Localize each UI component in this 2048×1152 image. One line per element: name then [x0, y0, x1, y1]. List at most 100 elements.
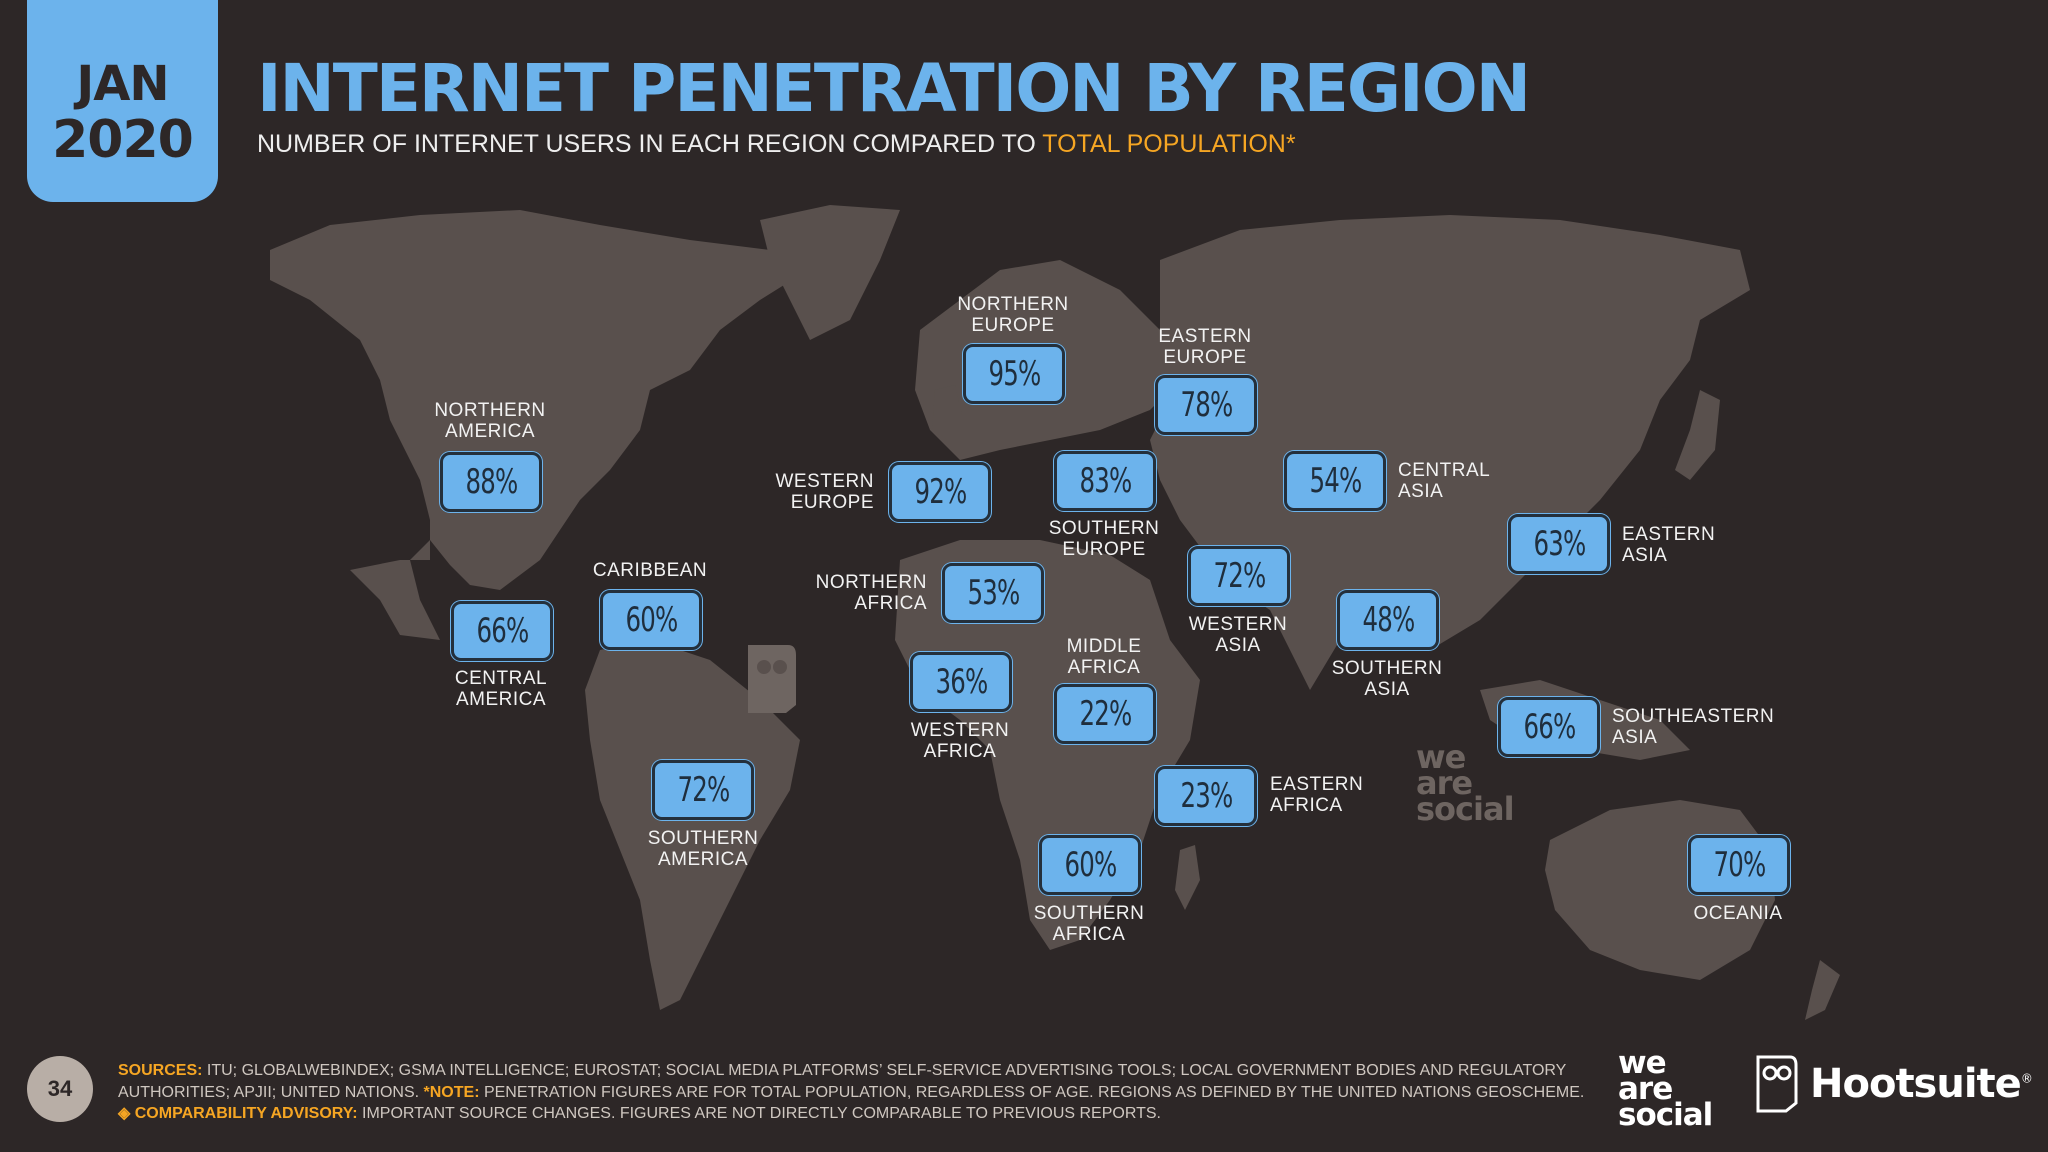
- value-northern-europe: 95%: [987, 354, 1041, 394]
- label-western-europe: WESTERN EUROPE: [775, 471, 874, 513]
- watermark-are: are: [1416, 764, 1473, 802]
- footer-line-3: ◈ COMPARABILITY ADVISORY: IMPORTANT SOUR…: [118, 1103, 1558, 1125]
- page-number: 34: [27, 1056, 93, 1122]
- hootsuite-owl-icon: [1756, 1055, 1798, 1113]
- label-western-asia: WESTERN ASIA: [1188, 614, 1288, 656]
- label-eastern-asia: EASTERN ASIA: [1622, 524, 1716, 566]
- label-northern-africa: NORTHERN AFRICA: [815, 572, 927, 614]
- footer-line-1: SOURCES: ITU; GLOBALWEBINDEX; GSMA INTEL…: [118, 1060, 1566, 1082]
- date-month: JAN: [76, 56, 169, 112]
- value-eastern-asia: 63%: [1532, 524, 1586, 564]
- value-northern-africa: 53%: [966, 573, 1020, 613]
- value-box-southern-europe: 83%: [1054, 451, 1156, 511]
- value-southern-america: 72%: [676, 770, 730, 810]
- value-box-northern-europe: 95%: [963, 344, 1065, 404]
- value-box-oceania: 70%: [1688, 835, 1790, 895]
- landmass-north-america: [270, 210, 800, 640]
- value-western-asia: 72%: [1212, 556, 1266, 596]
- note-label: *NOTE:: [423, 1083, 480, 1101]
- logo-social: social: [1618, 1097, 1713, 1133]
- page-title: INTERNET PENETRATION BY REGION: [257, 50, 1531, 127]
- label-western-africa: WESTERN AFRICA: [910, 720, 1010, 762]
- landmass-asia: [1150, 215, 1750, 690]
- landmass-new-zealand: [1805, 960, 1840, 1020]
- value-caribbean: 60%: [624, 600, 678, 640]
- value-southeastern-asia: 66%: [1522, 707, 1576, 747]
- value-middle-africa: 22%: [1078, 694, 1132, 734]
- sources-label: SOURCES:: [118, 1062, 203, 1079]
- value-southern-africa: 60%: [1063, 845, 1117, 885]
- landmass-japan: [1675, 390, 1720, 480]
- value-box-caribbean: 60%: [600, 590, 702, 650]
- value-box-northern-america: 88%: [440, 452, 542, 512]
- watermark-we: we: [1416, 738, 1466, 776]
- landmass-greenland: [760, 205, 900, 340]
- label-southern-america: SOUTHERN AMERICA: [647, 828, 759, 870]
- sources-text-2: AUTHORITIES; APJII; UNITED NATIONS.: [118, 1083, 424, 1101]
- landmass-madagascar: [1175, 845, 1200, 910]
- note-text: PENETRATION FIGURES ARE FOR TOTAL POPULA…: [479, 1083, 1585, 1101]
- hootsuite-text: Hootsuite: [1810, 1061, 2022, 1107]
- value-box-southern-africa: 60%: [1039, 835, 1141, 895]
- label-oceania: OCEANIA: [1693, 903, 1783, 924]
- value-eastern-europe: 78%: [1179, 385, 1233, 425]
- value-central-america: 66%: [475, 611, 529, 651]
- label-southern-europe: SOUTHERN EUROPE: [1048, 518, 1160, 560]
- label-eastern-europe: EASTERN EUROPE: [1158, 326, 1252, 368]
- subtitle-main: NUMBER OF INTERNET USERS IN EACH REGION …: [257, 130, 1043, 158]
- value-box-middle-africa: 22%: [1054, 684, 1156, 744]
- label-central-asia: CENTRAL ASIA: [1398, 460, 1491, 502]
- footer-sources: SOURCES: ITU; GLOBALWEBINDEX; GSMA INTEL…: [118, 1060, 1584, 1125]
- logo-we: we: [1618, 1045, 1667, 1081]
- value-central-asia: 54%: [1308, 461, 1362, 501]
- sources-text: ITU; GLOBALWEBINDEX; GSMA INTELLIGENCE; …: [202, 1062, 1567, 1079]
- value-western-africa: 36%: [934, 662, 988, 702]
- value-box-southern-asia: 48%: [1337, 590, 1439, 650]
- subtitle-highlight: TOTAL POPULATION: [1042, 130, 1286, 158]
- label-southeastern-asia: SOUTHEASTERN ASIA: [1612, 706, 1775, 748]
- subtitle-mark: *: [1285, 130, 1296, 158]
- we-are-social-logo: we are social: [1618, 1045, 1713, 1133]
- hootsuite-logo: Hootsuite®: [1756, 1055, 2033, 1113]
- value-southern-europe: 83%: [1078, 461, 1132, 501]
- value-northern-america: 88%: [464, 462, 518, 502]
- label-middle-africa: MIDDLE AFRICA: [1066, 636, 1142, 678]
- value-box-southeastern-asia: 66%: [1498, 697, 1600, 757]
- value-box-western-africa: 36%: [910, 652, 1012, 712]
- registered-mark: ®: [2020, 1071, 2033, 1086]
- value-western-europe: 92%: [913, 472, 967, 512]
- value-box-western-asia: 72%: [1188, 546, 1290, 606]
- landmass-uk: [932, 385, 962, 440]
- we-are-social-map-watermark: we are social: [1416, 738, 1515, 828]
- advisory-label: ◈ COMPARABILITY ADVISORY:: [118, 1105, 358, 1122]
- label-caribbean: CARIBBEAN: [592, 560, 708, 581]
- value-box-central-asia: 54%: [1284, 451, 1386, 511]
- value-box-central-america: 66%: [451, 601, 553, 661]
- date-year: 2020: [52, 110, 194, 170]
- value-eastern-africa: 23%: [1179, 776, 1233, 816]
- value-box-eastern-europe: 78%: [1155, 375, 1257, 435]
- label-eastern-africa: EASTERN AFRICA: [1270, 774, 1364, 816]
- landmass-south-america: [585, 640, 800, 1010]
- value-box-eastern-asia: 63%: [1508, 514, 1610, 574]
- value-southern-asia: 48%: [1361, 600, 1415, 640]
- hootsuite-wordmark: Hootsuite®: [1810, 1061, 2033, 1107]
- value-oceania: 70%: [1712, 845, 1766, 885]
- value-box-northern-africa: 53%: [942, 563, 1044, 623]
- label-southern-africa: SOUTHERN AFRICA: [1033, 903, 1145, 945]
- footer-line-2: AUTHORITIES; APJII; UNITED NATIONS. *NOT…: [118, 1082, 1584, 1104]
- value-box-southern-america: 72%: [652, 760, 754, 820]
- logo-are: are: [1618, 1071, 1673, 1107]
- date-badge: JAN 2020: [27, 0, 218, 202]
- value-box-eastern-africa: 23%: [1155, 766, 1257, 826]
- value-box-western-europe: 92%: [889, 462, 991, 522]
- page-subtitle: NUMBER OF INTERNET USERS IN EACH REGION …: [257, 130, 1296, 159]
- label-central-america: CENTRAL AMERICA: [454, 668, 548, 710]
- label-northern-america: NORTHERN AMERICA: [434, 400, 546, 442]
- owl-watermark-icon: [748, 645, 796, 713]
- watermark-social: social: [1416, 790, 1515, 828]
- label-southern-asia: SOUTHERN ASIA: [1331, 658, 1443, 700]
- advisory-text: IMPORTANT SOURCE CHANGES. FIGURES ARE NO…: [357, 1105, 1161, 1122]
- label-northern-europe: NORTHERN EUROPE: [957, 294, 1069, 336]
